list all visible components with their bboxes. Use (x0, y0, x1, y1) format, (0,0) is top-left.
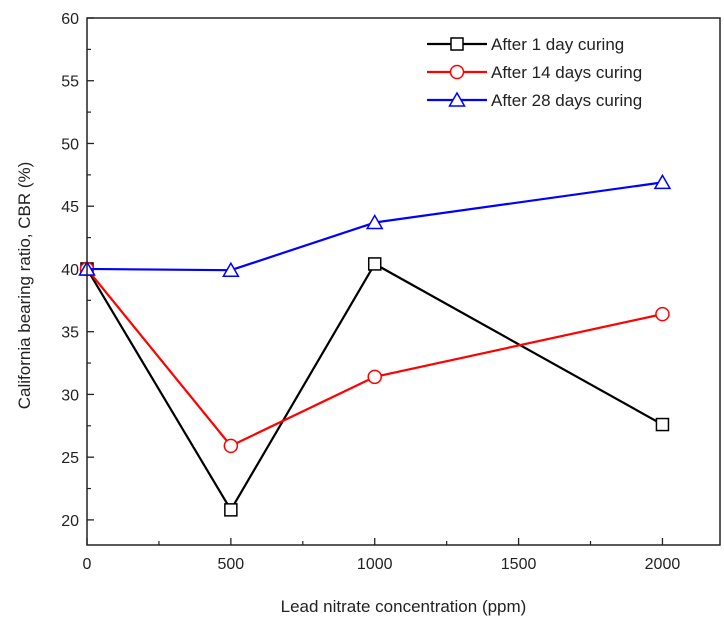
legend-marker (448, 91, 466, 107)
x-tick-label: 0 (83, 556, 92, 573)
legend-item: After 14 days curing (427, 63, 642, 82)
data-point (367, 257, 382, 271)
axis-ticks: 0 500 1000 1500 2000 20 25 30 35 40 45 50 55 60 (61, 11, 680, 573)
x-tick-label: 2000 (645, 556, 681, 573)
legend-label: After 1 day curing (491, 35, 624, 54)
legend-label: After 14 days curing (491, 63, 642, 82)
x-tick-label: 1000 (357, 556, 393, 573)
x-axis-label: Lead nitrate concentration (ppm) (281, 597, 527, 616)
data-point (655, 306, 670, 322)
y-tick-label: 55 (61, 74, 79, 91)
y-axis-label: California bearing ratio, CBR (%) (15, 162, 34, 410)
legend-label: After 28 days curing (491, 91, 642, 110)
series-2 (79, 261, 670, 454)
y-tick-label: 20 (61, 513, 79, 530)
data-point (224, 503, 238, 517)
data-point (655, 417, 670, 432)
legend-marker (449, 64, 465, 80)
data-point (223, 438, 239, 454)
legend-item: After 1 day curing (427, 35, 624, 54)
series-line (86, 181, 663, 272)
x-tick-label: 500 (218, 556, 245, 573)
y-tick-label: 25 (61, 450, 79, 467)
y-tick-label: 40 (61, 262, 79, 279)
legend: After 1 day curing After 14 days curing Af… (427, 35, 642, 110)
series-1 (80, 257, 670, 517)
data-point (653, 173, 672, 190)
series-line (86, 262, 663, 513)
y-tick-label: 45 (61, 199, 79, 216)
plot-frame (86, 17, 721, 546)
series-line (86, 268, 663, 448)
data-point (365, 214, 384, 230)
data-point (222, 261, 240, 277)
x-tick-label: 1500 (501, 556, 537, 573)
series-layer (78, 173, 672, 517)
y-tick-label: 50 (61, 136, 79, 153)
series-3 (78, 173, 672, 277)
legend-marker (450, 37, 464, 51)
legend-item: After 28 days curing (427, 91, 642, 110)
y-tick-label: 60 (61, 11, 79, 28)
y-tick-label: 35 (61, 325, 79, 342)
data-point (367, 369, 382, 385)
y-tick-label: 30 (61, 387, 79, 404)
